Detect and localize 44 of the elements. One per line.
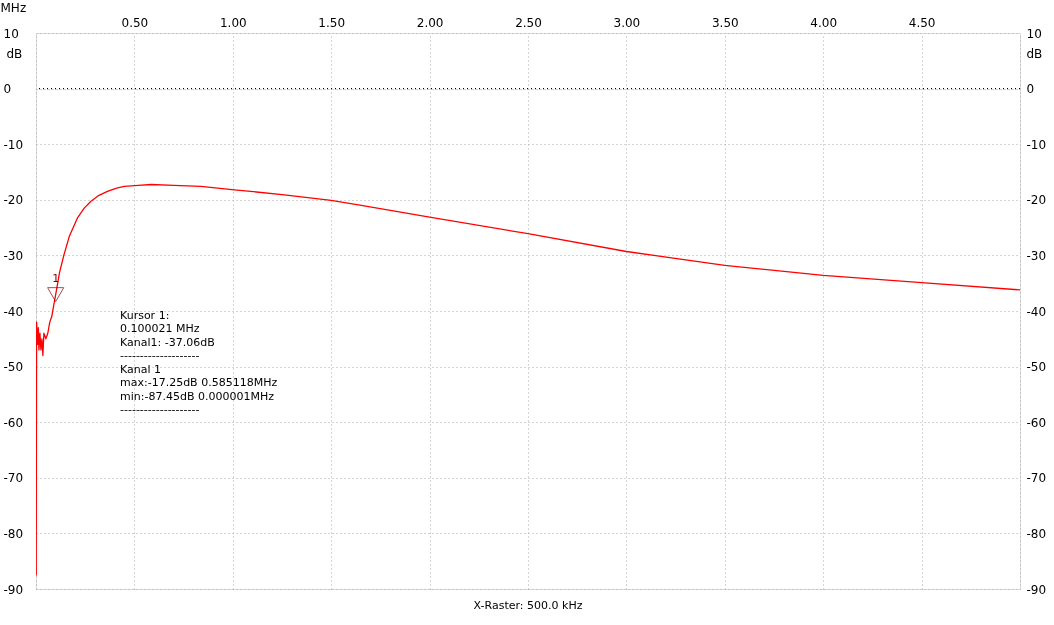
annotation: min:-87.45dB 0.000001MHz <box>120 389 275 403</box>
y2-tick-label: 10 <box>1026 26 1042 41</box>
annotation: Kanal 1 <box>120 362 162 376</box>
annotation: -------------------- <box>120 349 200 362</box>
y-tick-label: -30 <box>3 248 24 263</box>
annotation: Kursor 1: <box>120 308 170 322</box>
y-axis-title: dB <box>6 46 23 61</box>
x-tick-label: 4.50 <box>908 15 936 30</box>
y2-tick-label: 0 <box>1026 82 1035 97</box>
x-axis-title: MHz <box>0 0 27 15</box>
x-tick-label: 1.50 <box>318 15 346 30</box>
text: X-Raster: 500.0 kHz <box>473 599 583 612</box>
y-tick-label: -80 <box>3 526 24 541</box>
y-tick-label: -40 <box>3 304 24 319</box>
y-tick-label: -50 <box>3 360 24 375</box>
y2-tick-label: -80 <box>1026 526 1047 541</box>
y2-tick-label: -10 <box>1026 137 1047 152</box>
y2-tick-label: -70 <box>1026 471 1047 486</box>
x-tick-label: 1.00 <box>219 15 247 30</box>
x-tick-label: 2.50 <box>515 15 542 30</box>
y-tick-label: -90 <box>3 582 24 597</box>
y2-tick-label: -50 <box>1026 360 1047 375</box>
x-tick-label: 2.00 <box>416 15 444 30</box>
y-tick-label: 10 <box>3 26 19 41</box>
y-tick-label: -10 <box>3 137 24 152</box>
y2-axis-title: dB <box>1026 46 1043 61</box>
y2-tick-label: -20 <box>1026 193 1047 208</box>
annotation: 0.100021 MHz <box>120 322 200 335</box>
y2-tick-label: -60 <box>1026 415 1047 430</box>
y2-tick-label: -90 <box>1026 582 1047 597</box>
x-tick-label: 0.50 <box>121 15 149 30</box>
y-tick-label: -60 <box>3 415 24 430</box>
annotation: Kanal1: -37.06dB <box>120 335 215 349</box>
y2-tick-label: -30 <box>1026 248 1047 263</box>
y-tick-label: -70 <box>3 471 24 486</box>
y-tick-label: -20 <box>3 193 24 208</box>
x-tick-label: 3.50 <box>711 15 739 30</box>
x-tick-label: 3.00 <box>613 15 641 30</box>
y-tick-label: 0 <box>3 82 12 97</box>
y2-tick-label: -40 <box>1026 304 1047 319</box>
annotation: -------------------- <box>120 403 200 416</box>
line-series <box>36 183 1020 576</box>
x-tick-label: 4.00 <box>810 15 838 30</box>
annotation: max:-17.25dB 0.585118MHz <box>120 376 278 389</box>
